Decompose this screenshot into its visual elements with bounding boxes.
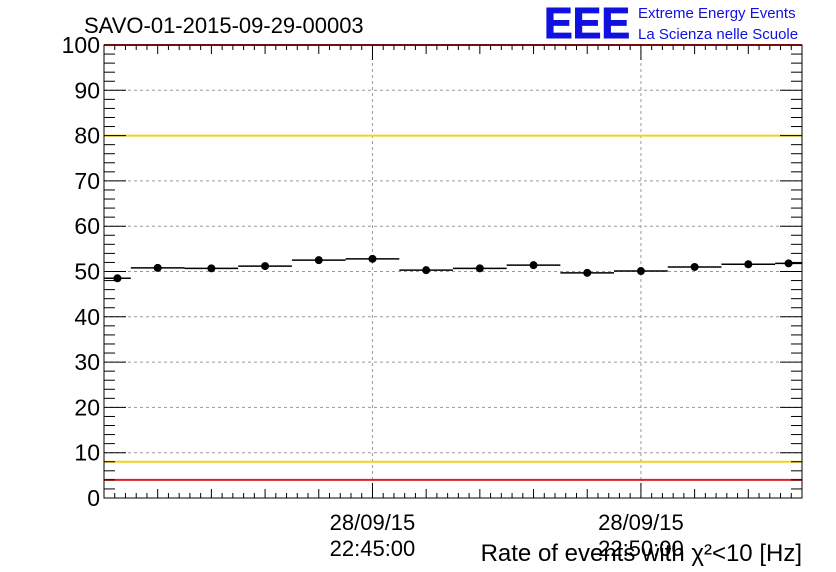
- data-point: [153, 263, 162, 272]
- data-point: [529, 261, 538, 270]
- y-tick-label: 60: [74, 213, 100, 239]
- data-point: [113, 274, 122, 283]
- y-tick-label: 70: [74, 168, 100, 194]
- chart-title: SAVO-01-2015-09-29-00003: [84, 13, 364, 38]
- axes: 010203040506070809010028/09/1522:45:0028…: [62, 32, 802, 561]
- y-tick-label: 90: [74, 77, 100, 103]
- data-point: [744, 260, 753, 269]
- data-point: [583, 268, 592, 277]
- data-point: [422, 266, 431, 275]
- grid-lines: [104, 45, 802, 498]
- y-tick-label: 30: [74, 349, 100, 375]
- y-tick-label: 0: [87, 485, 100, 511]
- data-point: [207, 264, 216, 273]
- data-point: [636, 267, 645, 276]
- y-tick-label: 50: [74, 259, 100, 285]
- x-axis-label: Rate of events with χ²<10 [Hz]: [481, 540, 802, 567]
- x-tick-time-label: 22:45:00: [330, 536, 416, 561]
- data-point: [475, 264, 484, 273]
- data-point: [784, 259, 793, 268]
- x-tick-date-label: 28/09/15: [598, 510, 684, 535]
- y-tick-label: 40: [74, 304, 100, 330]
- y-tick-label: 100: [62, 32, 100, 58]
- x-tick-time-label: 22:50:00: [598, 536, 684, 561]
- logo-line-2: La Scienza nelle Scuole: [638, 26, 798, 43]
- data-point: [314, 256, 323, 265]
- y-tick-label: 20: [74, 394, 100, 420]
- y-tick-label: 10: [74, 440, 100, 466]
- data-point: [261, 262, 270, 271]
- reference-lines: [104, 44, 802, 481]
- y-tick-label: 80: [74, 123, 100, 149]
- data-point: [690, 262, 699, 271]
- data-point: [368, 254, 377, 263]
- data-series: [104, 254, 802, 283]
- x-tick-date-label: 28/09/15: [330, 510, 416, 535]
- eee-logo: EEE Extreme Energy Events La Scienza nel…: [544, 0, 799, 49]
- logo-line-1: Extreme Energy Events: [638, 5, 796, 22]
- logo-mark: EEE: [544, 0, 630, 48]
